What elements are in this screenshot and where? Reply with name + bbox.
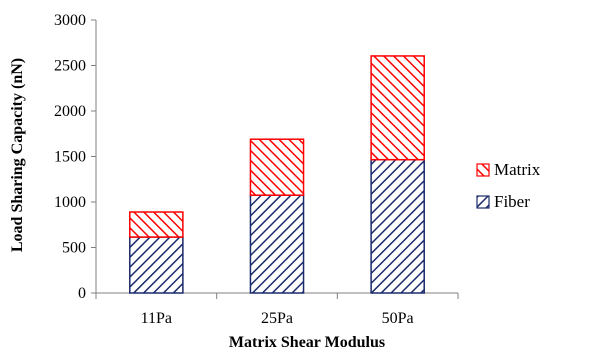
legend: Matrix Fiber [476, 160, 541, 211]
legend-swatch-fiber [476, 195, 490, 209]
x-tick-label: 25Pa [261, 310, 293, 327]
bar-fiber-50pa [370, 158, 425, 294]
bar-fiber-11pa [129, 236, 184, 294]
bars [129, 55, 425, 294]
legend-label-matrix: Matrix [494, 160, 541, 179]
y-tick-label: 1500 [54, 149, 86, 166]
bar-matrix-11pa [129, 211, 184, 238]
legend-swatch-matrix [476, 163, 490, 177]
y-tick-label: 2500 [54, 58, 86, 75]
bar-fiber-25pa [249, 194, 305, 294]
bar-matrix-50pa [370, 55, 425, 161]
y-tick-label: 1000 [54, 194, 86, 211]
y-tick-label: 0 [78, 285, 86, 302]
x-tick-label: 11Pa [141, 310, 172, 327]
x-tick-label: 50Pa [382, 310, 414, 327]
x-axis-title: Matrix Shear Modulus [229, 334, 385, 351]
y-axis-title: Load Sharing Capacity (nN) [9, 58, 26, 252]
bar-matrix-25pa [249, 138, 305, 196]
y-tick-label: 500 [62, 240, 86, 257]
x-axis: 11Pa 25Pa 50Pa [95, 292, 459, 327]
y-tick-label: 3000 [54, 12, 86, 29]
y-tick-label: 2000 [54, 103, 86, 120]
y-axis: 0 500 1000 1500 2000 2500 3000 [54, 12, 97, 302]
legend-label-fiber: Fiber [494, 192, 530, 211]
